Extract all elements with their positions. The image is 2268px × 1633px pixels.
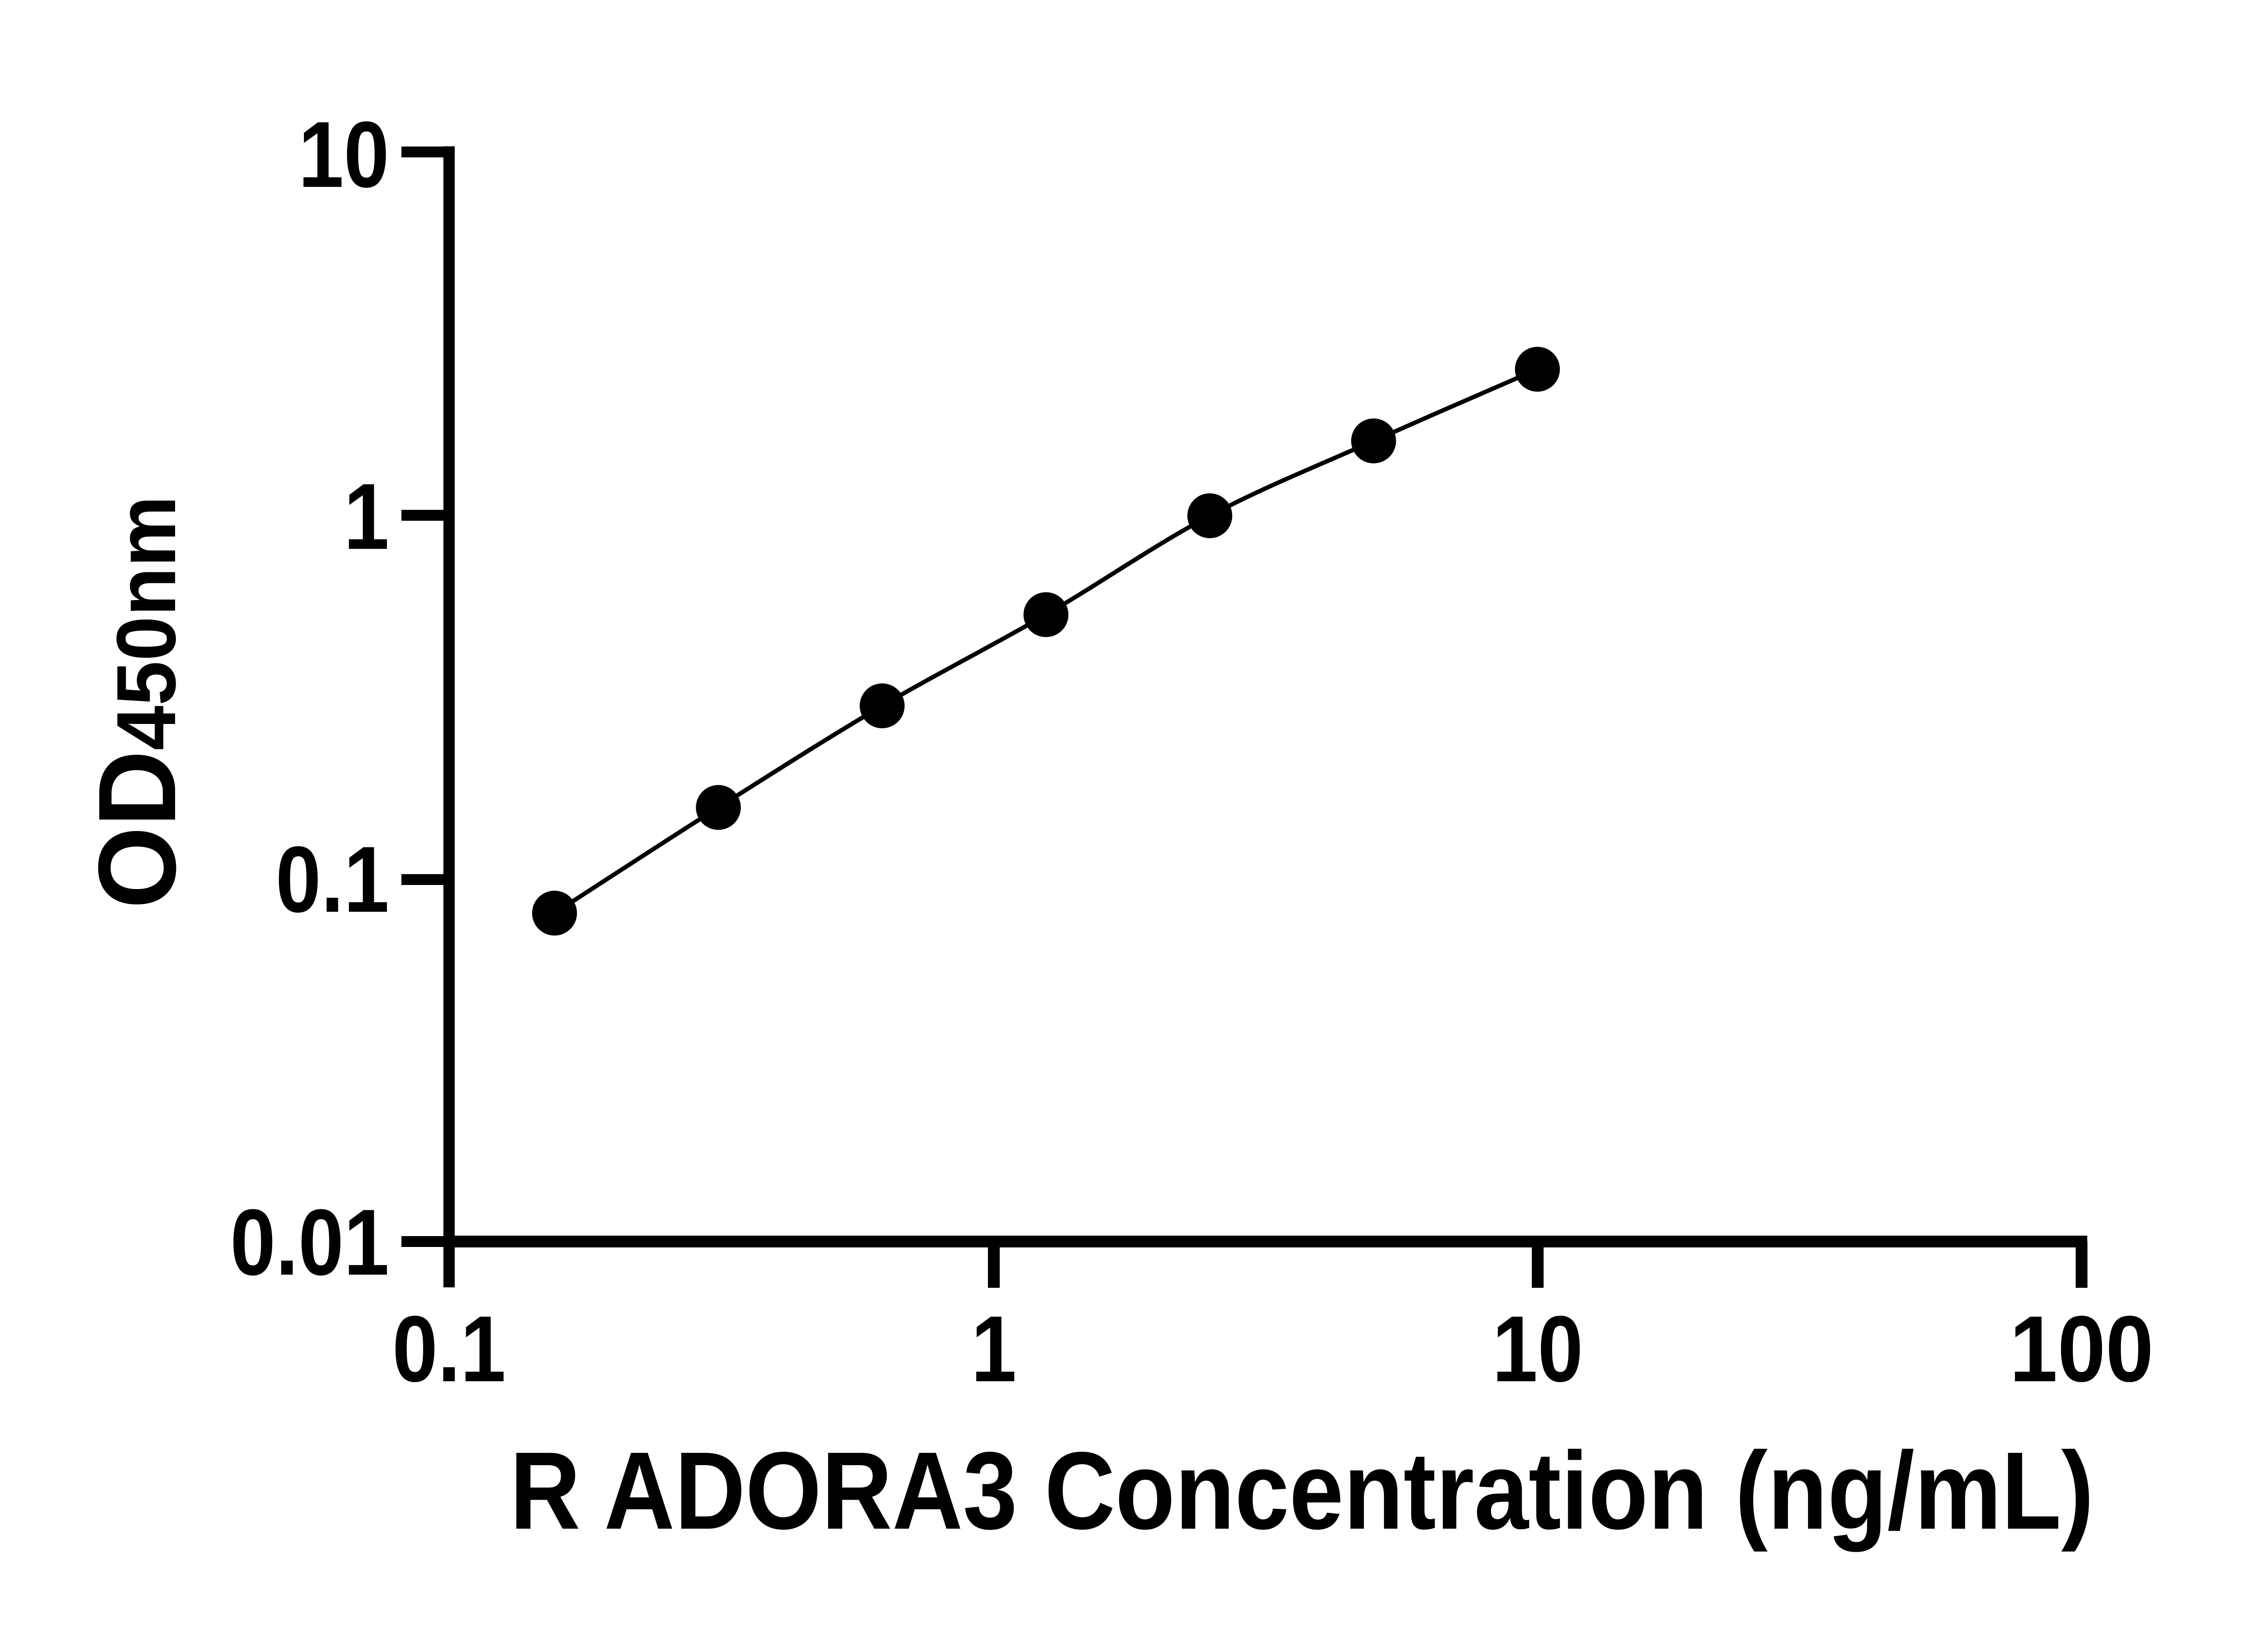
svg-text:10: 10 [298,102,389,207]
svg-text:100: 100 [2009,1297,2154,1402]
svg-text:R ADORA3 Concentration (ng/mL): R ADORA3 Concentration (ng/mL) [510,1429,2094,1552]
svg-text:OD450nm: OD450nm [76,496,199,909]
svg-text:0.1: 0.1 [276,827,389,932]
svg-text:0.01: 0.01 [230,1190,389,1295]
svg-text:10: 10 [1492,1296,1583,1402]
svg-text:0.1: 0.1 [392,1296,506,1402]
svg-text:1: 1 [344,464,389,569]
svg-text:1: 1 [971,1296,1017,1402]
